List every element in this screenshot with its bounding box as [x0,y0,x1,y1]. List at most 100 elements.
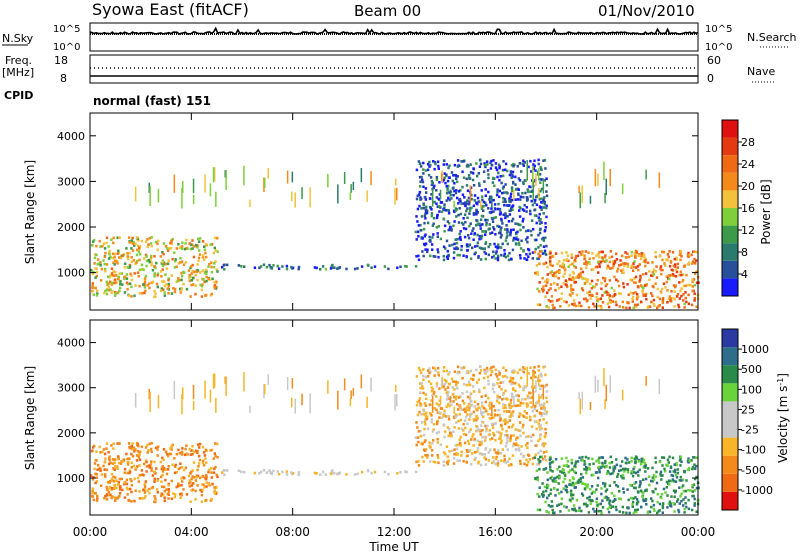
heatmap-cell [660,272,663,276]
heatmap-cell [566,285,569,289]
heatmap-cell [447,403,450,406]
heatmap-cell [543,435,546,439]
heatmap-cell [530,199,533,203]
heatmap-cell [502,406,505,410]
heatmap-cell [681,478,685,482]
heatmap-cell [579,480,583,484]
heatmap-cell [681,484,685,487]
heatmap-cell [422,161,425,165]
heatmap-cell [188,276,191,280]
heatmap-cell [484,394,487,397]
heatmap-cell [457,190,461,193]
heatmap-cell [214,249,217,252]
heatmap-cell [634,303,637,307]
heatmap-cell [144,459,148,462]
heatmap-cell [465,177,468,181]
heatmap-cell [437,461,440,465]
heatmap-cell [493,422,496,426]
heatmap-cell [418,382,422,385]
colorbar-segment [722,208,738,226]
heatmap-cell [683,470,686,474]
heatmap-cell [482,204,485,208]
heatmap-cell [191,283,195,286]
heatmap-cell [639,489,643,493]
heatmap-cell [571,292,574,295]
velocity-heatmap-cells [90,365,700,515]
heatmap-cell [188,482,191,485]
heatmap-cell [445,173,448,176]
cpid-value: normal (fast) 151 [93,94,211,108]
heatmap-cell [163,496,166,500]
heatmap-cell [496,175,499,179]
heatmap-cell [582,297,586,301]
heatmap-cell [148,442,151,446]
heatmap-cell [415,215,418,218]
heatmap-cell [594,265,598,269]
heatmap-cell [170,292,174,295]
heatmap-cell [431,430,435,433]
heatmap-cell [195,475,199,479]
heatmap-cell [535,221,538,225]
heatmap-cell [535,444,538,447]
heatmap-cell [511,208,514,211]
heatmap-cell [595,497,599,501]
heatmap-cell [695,281,699,285]
heatmap-cell [545,244,548,248]
heatmap-cell [119,488,122,491]
heatmap-cell [338,471,342,475]
heatmap-cell [203,280,206,284]
heatmap-cell [662,456,666,459]
heatmap-cell [556,488,559,492]
heatmap-cell [634,255,637,258]
heatmap-cell [452,462,456,465]
heatmap-cell [549,461,552,465]
heatmap-cell [653,509,656,512]
heatmap-cell [459,200,462,203]
heatmap-cell [537,246,540,249]
heatmap-cell [116,457,119,461]
heatmap-cell [184,466,188,470]
heatmap-cell [598,502,601,506]
heatmap-cell [603,279,607,283]
heatmap-cell [605,488,609,491]
heatmap-cell [579,275,583,278]
heatmap-cell [548,467,552,470]
y-tick-label: 1000 [57,267,85,280]
heatmap-cell [223,263,226,267]
heatmap-cell [509,415,512,418]
heatmap-cell [143,482,147,486]
heatmap-cell [542,418,545,421]
heatmap-cell [464,227,468,231]
heatmap-cell [673,495,676,499]
colorbar-tick-label: 4 [741,268,748,281]
heatmap-cell [431,224,435,227]
heatmap-cell [646,261,650,265]
heatmap-cell [184,447,187,451]
heatmap-cell [181,274,184,278]
heatmap-cell [559,510,562,513]
heatmap-cell [167,484,170,487]
heatmap-cell [558,260,561,263]
heatmap-cell [195,270,199,274]
heatmap-cell [185,493,189,496]
heatmap-cell [667,502,670,506]
heatmap-cell [472,167,475,170]
heatmap-cell [110,238,113,241]
heatmap-streak [579,192,581,209]
heatmap-cell [545,215,548,219]
heatmap-cell [571,468,574,471]
heatmap-cell [435,216,439,220]
heatmap-cell [126,252,129,255]
heatmap-cell [98,445,101,449]
heatmap-cell [479,224,482,227]
heatmap-cell [581,250,584,253]
heatmap-cell [179,462,182,465]
heatmap-cell [510,413,513,416]
heatmap-cell [189,453,192,456]
heatmap-cell [530,405,533,409]
heatmap-cell [538,467,541,471]
heatmap-cell [497,370,501,373]
heatmap-cell [399,471,402,474]
heatmap-cell [202,463,206,467]
heatmap-cell [167,490,171,493]
